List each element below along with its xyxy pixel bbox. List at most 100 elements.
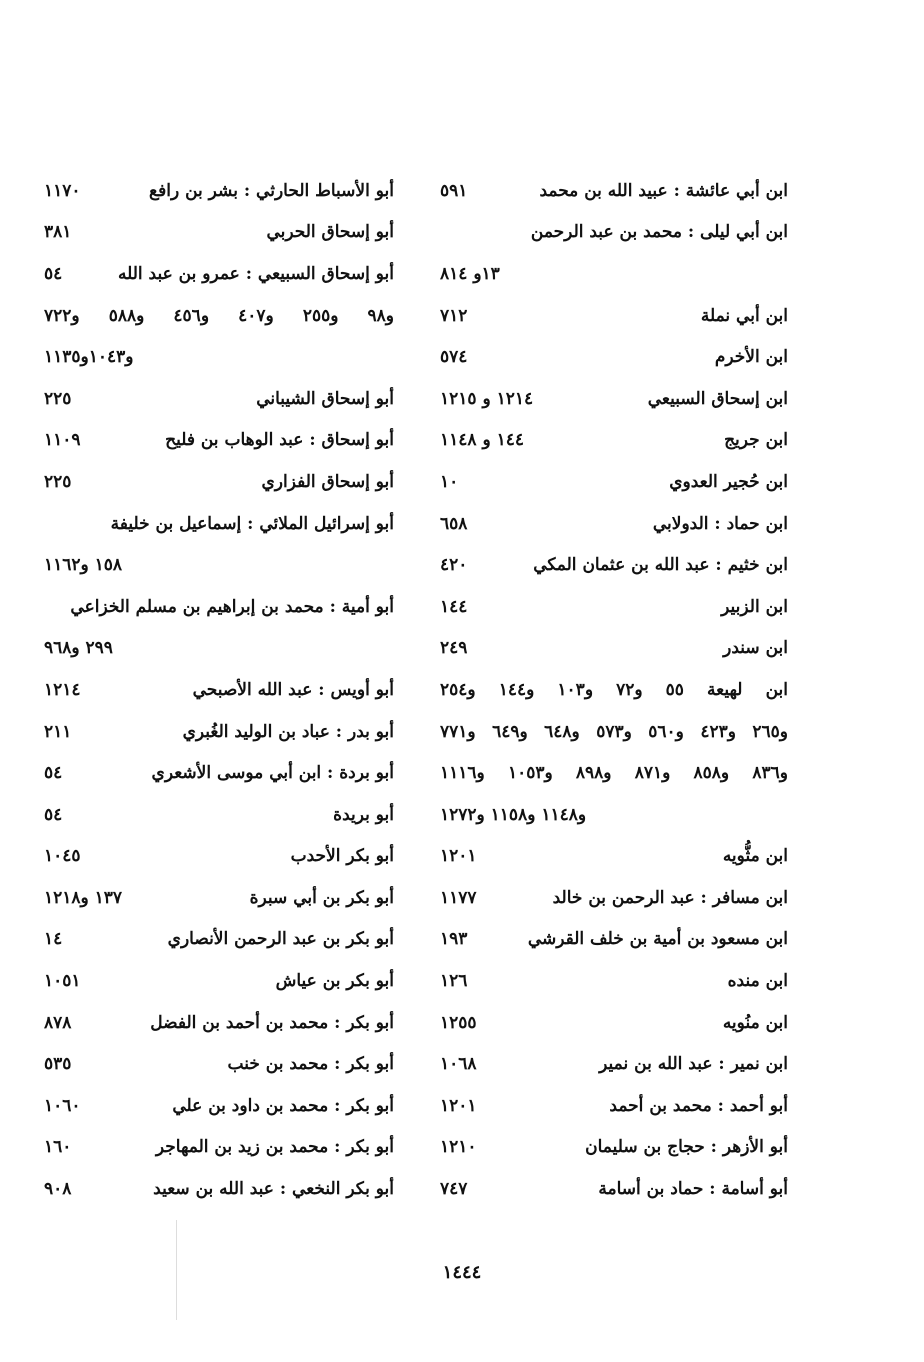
index-entry: أبو أحمد : محمد بن أحمد ١٢٠١: [440, 1085, 788, 1127]
entry-page-refs: ١١٧٠: [44, 180, 81, 201]
index-entry-continuation: ١٥٨ و١١٦٢: [44, 544, 394, 586]
entry-text: ١٥٨ و١١٦٢: [44, 555, 123, 576]
entry-page-refs: ٥٣٥: [44, 1054, 72, 1075]
entry-name: ابن خثيم : عبد الله بن عثمان المكي: [533, 555, 788, 576]
scan-artifact-line: [176, 1220, 177, 1320]
entry-name: أبو بكر الأحدب: [290, 846, 394, 867]
index-entry: أبو بكر : محمد بن داود بن علي ١٠٦٠: [44, 1085, 394, 1127]
entry-page-refs: ٥٤: [44, 804, 63, 825]
entry-name: ابن مثُّويه: [722, 846, 788, 867]
index-entry-continuation: أبو أمية : محمد بن إبراهيم بن مسلم الخزا…: [44, 586, 394, 628]
entry-page-refs: ٩٠٨: [44, 1179, 72, 1200]
entry-page-refs: ١٦٠: [44, 1137, 72, 1158]
entry-page-refs: ١٩٣: [440, 929, 468, 950]
entry-page-refs: ٥٧٤: [440, 347, 468, 368]
entry-page-refs: ١٢١٤ و ١٢١٥: [440, 388, 534, 409]
entry-text: ١٣و ٨١٤: [440, 263, 500, 284]
index-entry: ابن منُويه ١٢٥٥: [440, 1002, 788, 1044]
entry-page-refs: ١٢٠١: [440, 846, 477, 867]
entry-name: أبو إسحاق الشيباني: [256, 388, 394, 409]
entry-page-refs: ١٠٥١: [44, 971, 81, 992]
entry-page-refs: ٥٤: [44, 263, 63, 284]
entry-page-refs: ١٢٥٥: [440, 1012, 477, 1033]
index-entry: ابن أبي نملة ٧١٢: [440, 295, 788, 337]
entry-page-refs: ١٢٠١: [440, 1095, 477, 1116]
entry-name: أبو إسحاق السبيعي : عمرو بن عبد الله: [117, 263, 394, 284]
entry-name: أبو الأسباط الحارثي : بشر بن رافع: [149, 180, 394, 201]
index-entry: ابن حُجير العدوي ١٠: [440, 461, 788, 503]
entry-name: أبو بكر : محمد بن داود بن علي: [172, 1095, 394, 1116]
index-entry-continuation: و١١٤٨ و١١٥٨ و١٢٧٢: [440, 794, 788, 836]
entry-name: أبو بكر بن عبد الرحمن الأنصاري: [167, 929, 394, 950]
entry-page-refs: ١١٧٧: [440, 887, 477, 908]
index-entry: ابن مسافر : عبد الرحمن بن خالد ١١٧٧: [440, 877, 788, 919]
entry-text: ٢٩٩ و٩٦٨: [44, 638, 113, 659]
index-entry: ابن منده ١٢٦: [440, 960, 788, 1002]
entry-name: أبو إسحاق : عبد الوهاب بن فليح: [165, 430, 394, 451]
entry-page-refs: ٥٩١: [440, 180, 468, 201]
index-entry-continuation: ١٣و ٨١٤: [440, 253, 788, 295]
entry-page-refs: ١٤: [44, 929, 63, 950]
index-entry-continuation: ابن لهيعة ٥٥ و٧٢ و١٠٣ و١٤٤ و٢٥٤: [440, 669, 788, 711]
entry-page-refs: ١٠: [440, 471, 459, 492]
index-entry: أبو بدر : عباد بن الوليد الغُبري ٢١١: [44, 711, 394, 753]
entry-text: و٩٨ و٢٥٥ و٤٠٧ و٤٥٦ و٥٨٨ و٧٢٢: [44, 305, 394, 326]
entry-name: أبو أويس : عبد الله الأصبحي: [192, 679, 394, 700]
index-entry: أبو بكر بن أبي سبرة ١٣٧ و١٢١٨: [44, 877, 394, 919]
index-column-left: أبو الأسباط الحارثي : بشر بن رافع ١١٧٠ أبو…: [44, 170, 394, 1210]
entry-page-refs: ١٢٦: [440, 971, 468, 992]
index-entry: أبو أسامة : حماد بن أسامة ٧٤٧: [440, 1168, 788, 1210]
entry-text: و٢٦٥ و٤٢٣ و٥٦٠ و٥٧٣ و٦٤٨ و٦٤٩ و٧٧١: [440, 721, 788, 742]
index-entry: أبو الأسباط الحارثي : بشر بن رافع ١١٧٠: [44, 170, 394, 212]
entry-name: ابن إسحاق السبيعي: [647, 388, 788, 409]
index-entry: أبو بريدة ٥٤: [44, 794, 394, 836]
entry-name: ابن الأخرم: [714, 347, 788, 368]
entry-name: أبو بكر بن عياش: [275, 971, 394, 992]
entry-name: أبو بكر النخعي : عبد الله بن سعيد: [153, 1179, 394, 1200]
entry-name: أبو بردة : ابن أبي موسى الأشعري: [151, 763, 394, 784]
entry-page-refs: ٢٢٥: [44, 471, 72, 492]
entry-text: أبو إسرائيل الملائي : إسماعيل بن خليفة: [110, 513, 394, 534]
index-entry: أبو بكر بن عياش ١٠٥١: [44, 960, 394, 1002]
index-entry: أبو بردة : ابن أبي موسى الأشعري ٥٤: [44, 752, 394, 794]
entry-page-refs: ٨٧٨: [44, 1012, 72, 1033]
index-entry-continuation: و٩٨ و٢٥٥ و٤٠٧ و٤٥٦ و٥٨٨ و٧٢٢: [44, 295, 394, 337]
index-entry: أبو إسحاق الحربي ٣٨١: [44, 212, 394, 254]
entry-page-refs: ١٤٤ و ١١٤٨: [440, 430, 524, 451]
entry-page-refs: ٣٨١: [44, 222, 72, 243]
entry-page-refs: ٢١١: [44, 721, 72, 742]
entry-page-refs: ١٠٦٠: [44, 1095, 81, 1116]
entry-name: ابن منُويه: [722, 1012, 788, 1033]
entry-name: أبو بدر : عباد بن الوليد الغُبري: [182, 721, 394, 742]
entry-text: و١٠٤٣و١١٣٥: [44, 347, 134, 368]
entry-name: أبو بكر : محمد بن خنب: [227, 1054, 394, 1075]
entry-page-refs: ١١٠٩: [44, 430, 81, 451]
entry-name: ابن أبي عائشة : عبيد الله بن محمد: [539, 180, 788, 201]
index-entry: أبو إسحاق : عبد الوهاب بن فليح ١١٠٩: [44, 420, 394, 462]
entry-name: ابن الزبير: [721, 596, 788, 617]
index-entry: أبو بكر : محمد بن خنب ٥٣٥: [44, 1043, 394, 1085]
index-entry: أبو أويس : عبد الله الأصبحي ١٢١٤: [44, 669, 394, 711]
entry-name: أبو بكر بن أبي سبرة: [249, 887, 394, 908]
index-entry: أبو إسحاق الشيباني ٢٢٥: [44, 378, 394, 420]
index-entry: ابن إسحاق السبيعي ١٢١٤ و ١٢١٥: [440, 378, 788, 420]
entry-name: ابن سندر: [723, 638, 788, 659]
index-entry-continuation: ٢٩٩ و٩٦٨: [44, 628, 394, 670]
index-entry: ابن الزبير ١٤٤: [440, 586, 788, 628]
index-entry: أبو بكر الأحدب ١٠٤٥: [44, 836, 394, 878]
index-column-right: ابن أبي عائشة : عبيد الله بن محمد ٥٩١ ابن …: [440, 170, 788, 1210]
index-entry-continuation: و١٠٤٣و١١٣٥: [44, 336, 394, 378]
index-entry-continuation: ابن أبي ليلى : محمد بن عبد الرحمن: [440, 212, 788, 254]
index-entry: ابن خثيم : عبد الله بن عثمان المكي ٤٢٠: [440, 544, 788, 586]
index-entry: أبو بكر : محمد بن أحمد بن الفضل ٨٧٨: [44, 1002, 394, 1044]
index-entry: ابن جريج ١٤٤ و ١١٤٨: [440, 420, 788, 462]
entry-name: ابن أبي نملة: [700, 305, 788, 326]
index-entry: ابن الأخرم ٥٧٤: [440, 336, 788, 378]
entry-name: أبو إسحاق الفزاري: [261, 471, 394, 492]
entry-text: أبو أمية : محمد بن إبراهيم بن مسلم الخزا…: [70, 596, 394, 617]
entry-name: ابن جريج: [724, 430, 788, 451]
entry-page-refs: ٤٢٠: [440, 555, 468, 576]
entry-name: أبو أحمد : محمد بن أحمد: [609, 1095, 788, 1116]
entry-name: أبو بكر : محمد بن زيد بن المهاجر: [155, 1137, 394, 1158]
index-entry: ابن مسعود بن أمية بن خلف القرشي ١٩٣: [440, 919, 788, 961]
